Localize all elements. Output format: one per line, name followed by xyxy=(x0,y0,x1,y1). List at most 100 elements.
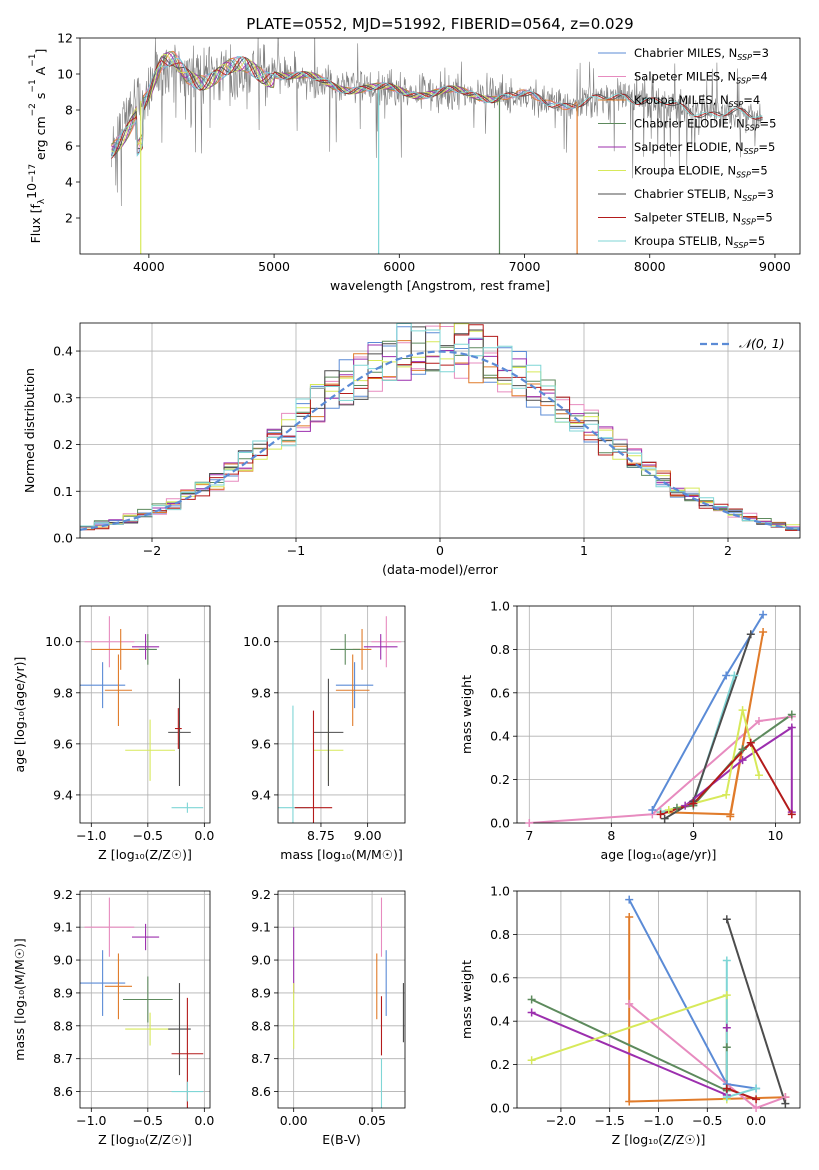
x-tick-label: 7 xyxy=(525,828,533,843)
legend-label-sub: SSP xyxy=(734,241,749,250)
x-tick-label: −0.5 xyxy=(692,1113,722,1128)
x-tick-label: 0.00 xyxy=(280,1113,308,1128)
y-axis-label: mass weight xyxy=(459,675,474,754)
x-axis-label: Z [log₁₀(Z/Z☉)] xyxy=(98,847,192,862)
model-line-salpeter-stelib xyxy=(110,56,763,159)
x-tick-label: 2 xyxy=(724,543,732,558)
weight-marker xyxy=(625,1097,634,1106)
frame-weight-vs-age: 7 8 9 10 0.0 0.2 0.4 0.6 0.8 1.0 age [log₁₀(age/yr… xyxy=(459,599,801,862)
y-tick-label: 8.8 xyxy=(53,1018,73,1033)
y-label-part: erg cm xyxy=(33,116,48,164)
y-tick-label: 9.1 xyxy=(53,920,73,935)
observed-spectrum-line xyxy=(111,38,763,207)
axes-age-vs-Z: −1.0 −0.5 0.0 9.4 9.6 9.8 10.0 Z [log₁₀(Z/Z☉)] a… xyxy=(12,605,214,862)
plot-area-weight-vs-age xyxy=(529,614,793,823)
y-label-part: λ xyxy=(37,198,47,204)
y-tick-label: 0.2 xyxy=(490,772,510,787)
y-tick-label: 0.4 xyxy=(53,344,73,359)
y-tick-label: 4 xyxy=(65,175,73,190)
y-label-part: A xyxy=(33,66,48,79)
weight-marker xyxy=(527,995,536,1004)
x-tick-label: 0.0 xyxy=(746,1113,766,1128)
x-tick-label: 8 xyxy=(607,828,615,843)
y-tick-label: 8.7 xyxy=(53,1051,73,1066)
axes-border xyxy=(277,605,406,824)
weight-marker xyxy=(664,805,673,814)
weight-marker xyxy=(746,738,755,747)
axes-border xyxy=(277,890,406,1109)
y-tick-label: 9.4 xyxy=(251,787,271,802)
weight-marker xyxy=(722,671,731,680)
weight-marker xyxy=(781,1099,790,1108)
y-tick-label: 0.6 xyxy=(490,970,510,985)
y-tick-label: 10.0 xyxy=(45,634,73,649)
x-tick-label: −0.5 xyxy=(133,1113,163,1128)
x-tick-label: −2 xyxy=(143,543,161,558)
legend-label-sub: SSP xyxy=(745,124,760,133)
x-axis-label: mass [log₁₀(M/M☉)] xyxy=(280,847,402,862)
x-tick-label: 0.05 xyxy=(358,1113,386,1128)
y-label-part: −2 xyxy=(28,103,38,116)
y-tick-label: 1.0 xyxy=(490,599,510,614)
weight-marker xyxy=(787,810,796,819)
gaussian-curve xyxy=(80,350,800,531)
legend-label-tail: =4 xyxy=(751,70,768,84)
x-tick-label: 5000 xyxy=(258,259,290,274)
legend-label-sub: SSP xyxy=(729,100,744,109)
histogram-kroupa-stelib xyxy=(80,323,800,538)
plot-area-age-vs-Z xyxy=(80,616,204,813)
grid-age-vs-mass xyxy=(278,606,405,823)
weight-line-chabrier-stelib xyxy=(725,918,787,1105)
x-tick-label: 9000 xyxy=(759,259,791,274)
y-tick-label: 9.0 xyxy=(53,953,73,968)
x-tick-label: −1.0 xyxy=(76,828,106,843)
legend-label-sub: SSP xyxy=(742,194,757,203)
y-axis-label: mass weight xyxy=(459,960,474,1039)
weight-line-salpeter-stelib xyxy=(660,741,793,816)
weight-marker xyxy=(752,1095,761,1104)
weight-marker xyxy=(722,956,731,965)
y-tick-label: 10 xyxy=(57,67,73,82)
axes-border xyxy=(516,605,801,824)
x-tick-label: −1.5 xyxy=(595,1113,625,1128)
legend-label-name: Kroupa STELIB, N xyxy=(634,234,734,248)
x-axis-label: wavelength [Angstrom, rest frame] xyxy=(330,278,550,293)
legend-label-sub: SSP xyxy=(737,53,752,62)
x-tick-label: −1 xyxy=(287,543,305,558)
weight-marker xyxy=(722,1023,731,1032)
x-tick-label: 8.75 xyxy=(307,828,335,843)
model-line-chabrier-elodie xyxy=(111,51,500,145)
y-tick-label: 8.6 xyxy=(251,1084,271,1099)
y-tick-label: 0.2 xyxy=(53,437,73,452)
frame-residuals: −2 −1 0 1 2 0.0 0.1 0.2 0.3 0.4 (data-model)/error… xyxy=(22,322,801,577)
axes-residuals: −2 −1 0 1 2 0.0 0.1 0.2 0.3 0.4 (data-model)/error… xyxy=(22,322,801,577)
x-tick-label: 10 xyxy=(767,828,783,843)
frame-weight-vs-Z: −2.0 −1.5 −1.0 −0.5 0.0 0.0 0.2 0.4 0.6 0.8 1.0 Z [… xyxy=(459,884,801,1147)
x-axis-label: age [log₁₀(age/yr)] xyxy=(601,847,717,862)
frame-age-vs-Z: −1.0 −0.5 0.0 9.4 9.6 9.8 10.0 Z [log₁₀(Z/Z☉)] a… xyxy=(12,605,214,862)
weight-marker xyxy=(738,745,747,754)
frame-spectrum: 4000 5000 6000 7000 8000 9000 2 4 6 8 10 12 waveleng… xyxy=(57,31,801,293)
y-tick-label: 9.1 xyxy=(251,920,271,935)
legend-label: Kroupa ELODIE, NSSP=5 xyxy=(634,164,768,180)
y-tick-label: 0.2 xyxy=(490,1057,510,1072)
y-tick-label: 0.0 xyxy=(490,816,510,831)
legend-label-name: Salpeter STELIB, N xyxy=(634,211,741,225)
y-tick-label: 0.4 xyxy=(490,729,510,744)
grid-weight-vs-Z xyxy=(517,890,800,1109)
weight-line-kroupa-stelib xyxy=(725,960,757,1099)
axes-border xyxy=(79,890,211,1109)
legend-label-sub: SSP xyxy=(741,218,756,227)
x-tick-label: 1 xyxy=(580,543,588,558)
weight-marker xyxy=(722,1093,731,1102)
weight-line-chabrier-miles xyxy=(628,899,757,1090)
x-tick-label: 0.0 xyxy=(194,1113,214,1128)
weight-line-salpeter-stelib xyxy=(726,1087,757,1101)
frame-age-vs-mass: 8.75 9.00 9.4 9.6 9.8 10.0 mass [log₁₀(M/M☉)] xyxy=(243,605,406,862)
legend-label: Salpeter MILES, NSSP=4 xyxy=(634,70,768,86)
y-tick-label: 12 xyxy=(57,31,73,46)
y-label-part: −17 xyxy=(28,164,38,183)
x-axis-label: Z [log₁₀(Z/Z☉)] xyxy=(98,1132,192,1147)
y-tick-label: 0.6 xyxy=(490,685,510,700)
legend-label: Chabrier ELODIE, NSSP=5 xyxy=(634,117,776,133)
